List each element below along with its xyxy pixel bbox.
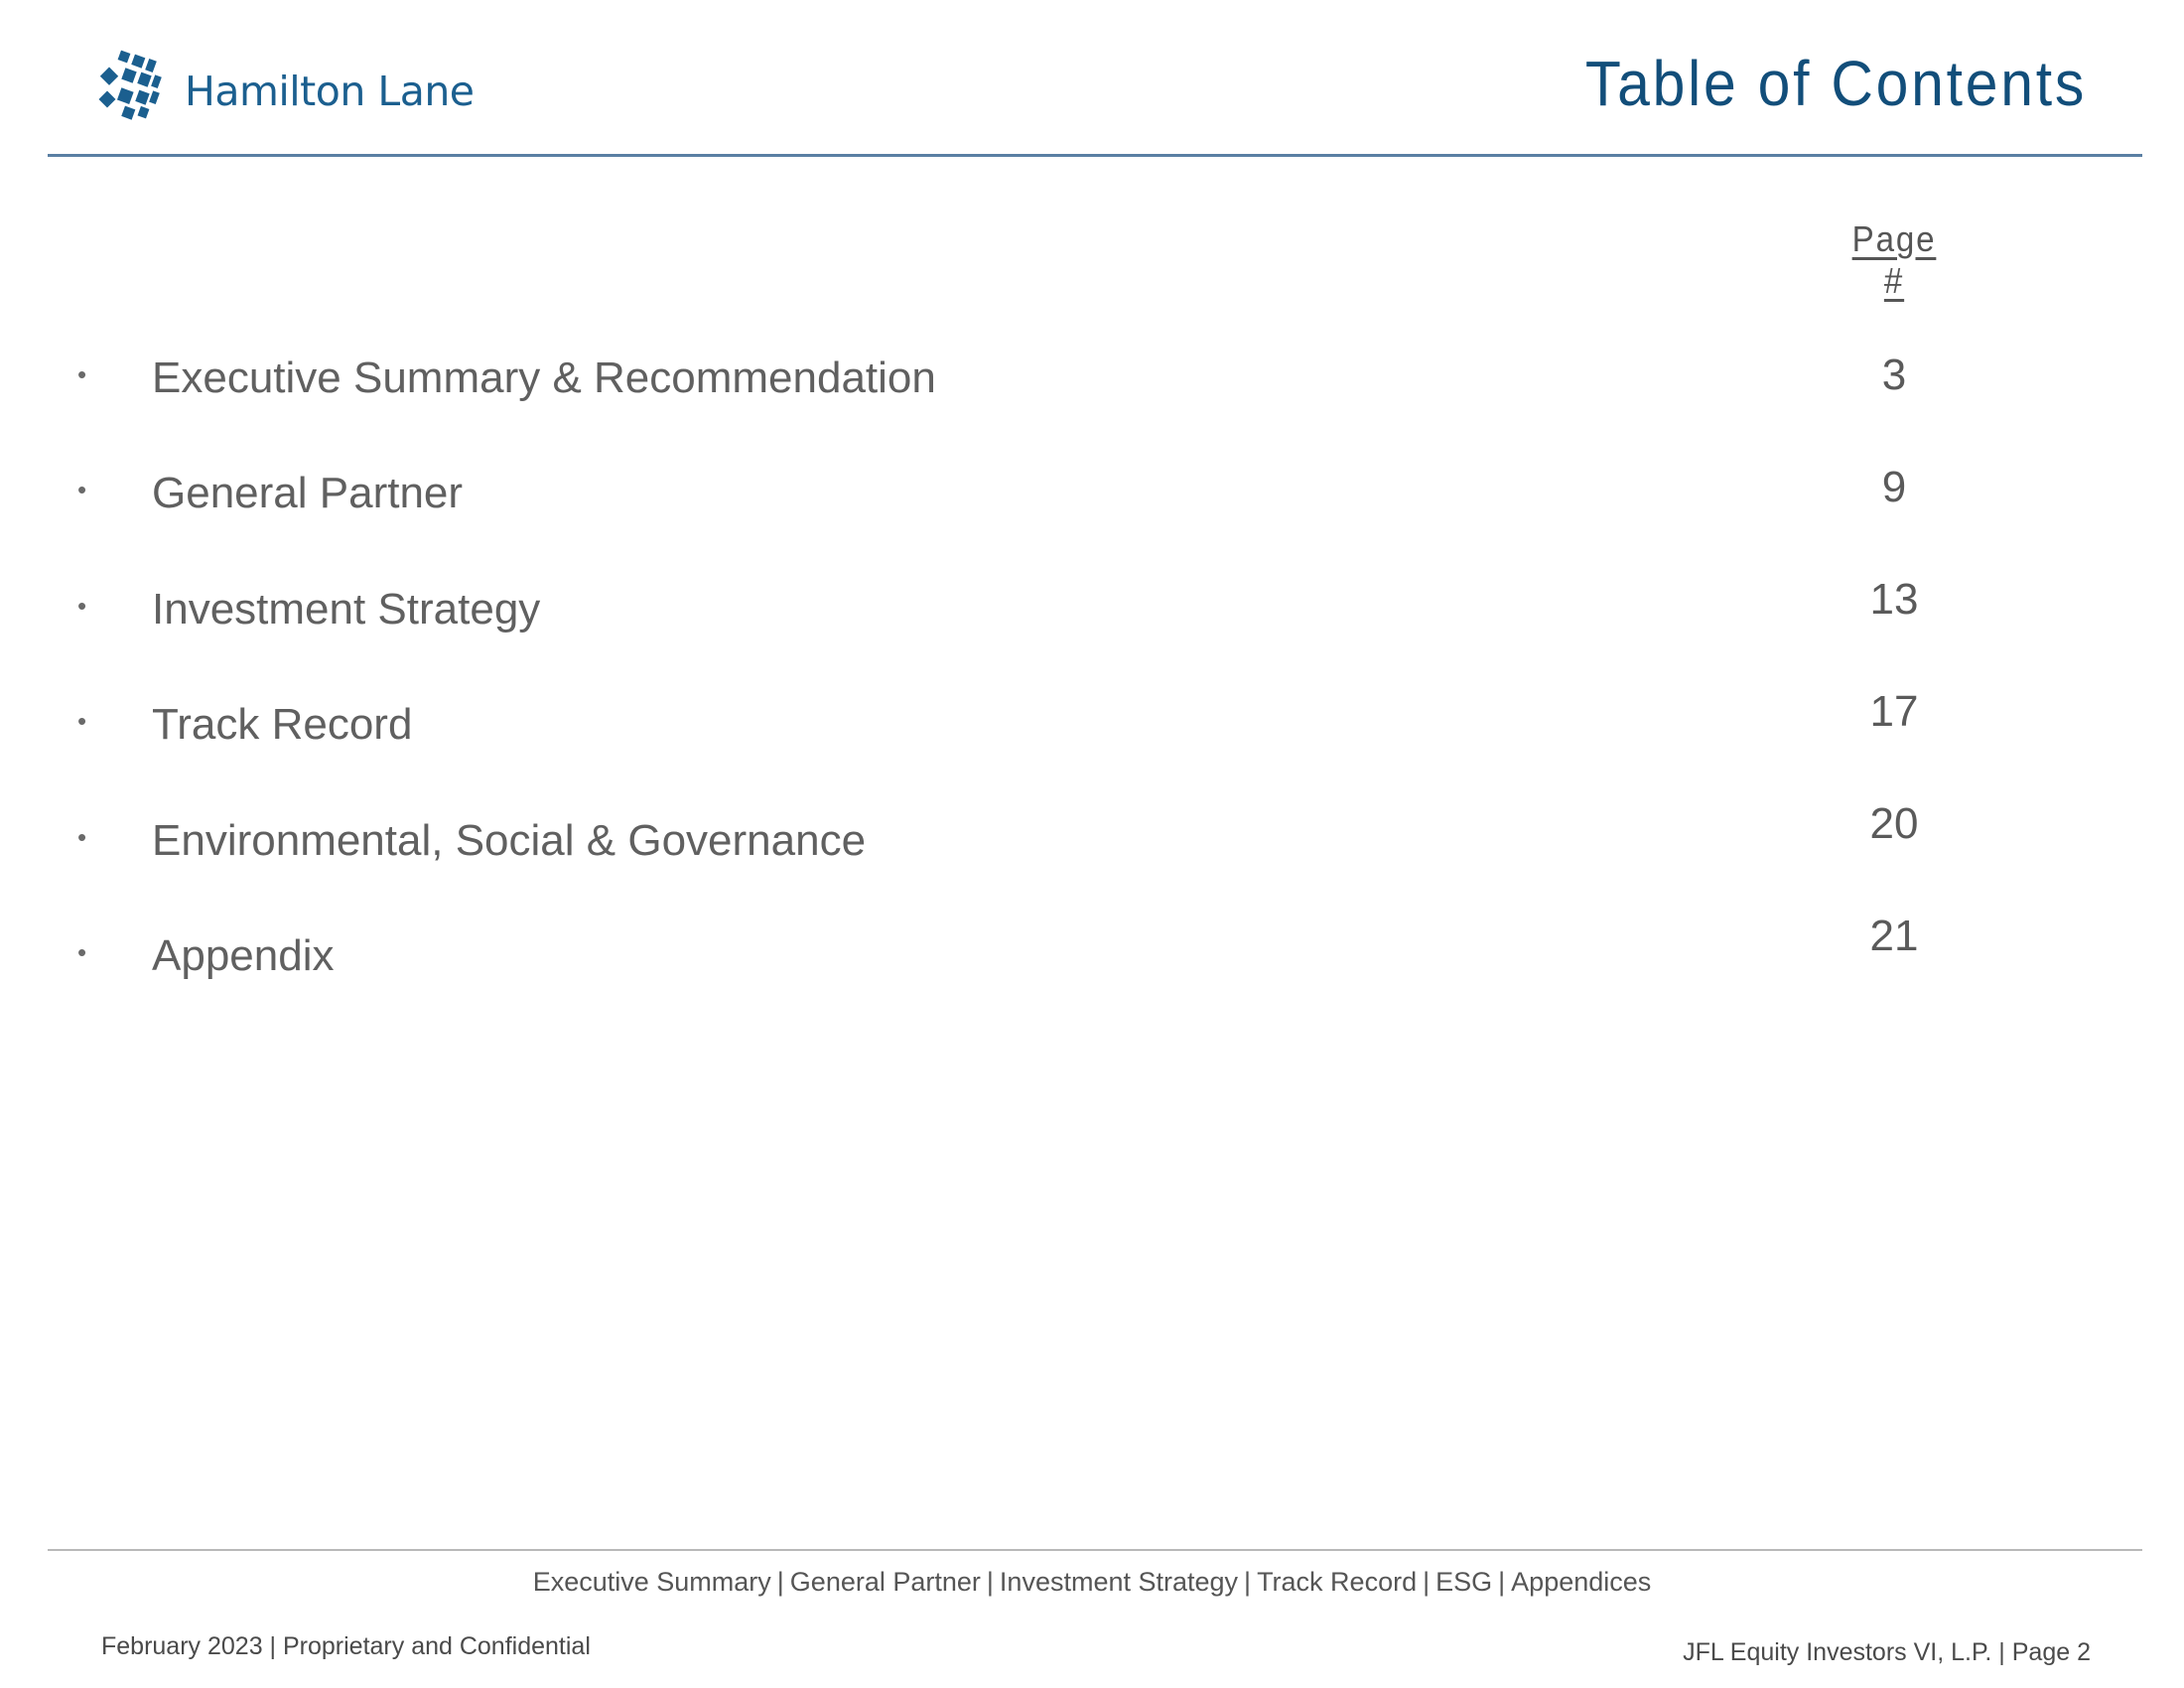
page-title: Table of Contents <box>1584 48 2087 119</box>
logo-wordmark: Hamilton Lane <box>185 68 475 115</box>
toc-item-page: 13 <box>1869 575 1919 624</box>
toc-item-label[interactable]: Environmental, Social & Governance <box>152 816 867 865</box>
toc-item[interactable]: • General Partner 9 <box>0 463 2184 528</box>
hamilton-lane-logo-icon <box>98 50 162 120</box>
toc-item[interactable]: • Appendix 21 <box>0 912 2184 991</box>
toc-item-page: 20 <box>1869 799 1919 848</box>
footer-section-nav: Executive Summary | General Partner | Invest… <box>0 1567 2184 1598</box>
toc-item[interactable]: • Track Record 17 <box>0 687 2184 760</box>
bullet: • <box>77 359 87 389</box>
toc-item-label[interactable]: Track Record <box>152 700 413 749</box>
footer-nav-link-esg[interactable]: ESG <box>1435 1567 1493 1597</box>
bullet: • <box>77 475 87 504</box>
bullet: • <box>77 822 87 852</box>
toc-item-page: 9 <box>1881 463 1907 511</box>
footer-nav-link-investment-strategy[interactable]: Investment Strategy <box>999 1567 1239 1597</box>
nav-separator: | <box>776 1567 784 1597</box>
bullet: • <box>77 706 87 736</box>
toc-item[interactable]: • Executive Summary & Recommendation 3 <box>0 351 2184 413</box>
toc-item-label[interactable]: Executive Summary & Recommendation <box>152 353 936 402</box>
toc-item-label[interactable]: General Partner <box>152 469 464 517</box>
toc-item-label[interactable]: Investment Strategy <box>152 585 541 633</box>
header-divider <box>48 154 2142 157</box>
footer-document-page-number: JFL Equity Investors VI, L.P. | Page 2 <box>1683 1638 2091 1666</box>
toc-item[interactable]: • Investment Strategy 13 <box>0 575 2184 644</box>
page-number-column-header: Page # <box>1851 218 1937 301</box>
footer-nav-link-appendices[interactable]: Appendices <box>1511 1567 1652 1597</box>
bullet: • <box>77 937 87 967</box>
toc-item[interactable]: • Environmental, Social & Governance 20 <box>0 799 2184 876</box>
toc-item-page: 17 <box>1869 687 1919 736</box>
footer-date-confidentiality: February 2023 | Proprietary and Confiden… <box>101 1632 591 1660</box>
nav-separator: | <box>1498 1567 1506 1597</box>
nav-separator: | <box>1244 1567 1252 1597</box>
footer-divider <box>48 1549 2142 1551</box>
nav-separator: | <box>986 1567 994 1597</box>
toc-item-page: 3 <box>1881 351 1907 399</box>
toc-list: • Executive Summary & Recommendation 3 •… <box>0 351 2184 991</box>
footer-nav-link-track-record[interactable]: Track Record <box>1257 1567 1418 1597</box>
nav-separator: | <box>1423 1567 1431 1597</box>
footer-nav-link-general-partner[interactable]: General Partner <box>789 1567 981 1597</box>
toc-item-page: 21 <box>1869 912 1919 960</box>
footer-nav-link-executive-summary[interactable]: Executive Summary <box>532 1567 771 1597</box>
company-logo: Hamilton Lane <box>95 48 475 127</box>
bullet: • <box>77 591 87 621</box>
toc-item-label[interactable]: Appendix <box>152 931 335 980</box>
